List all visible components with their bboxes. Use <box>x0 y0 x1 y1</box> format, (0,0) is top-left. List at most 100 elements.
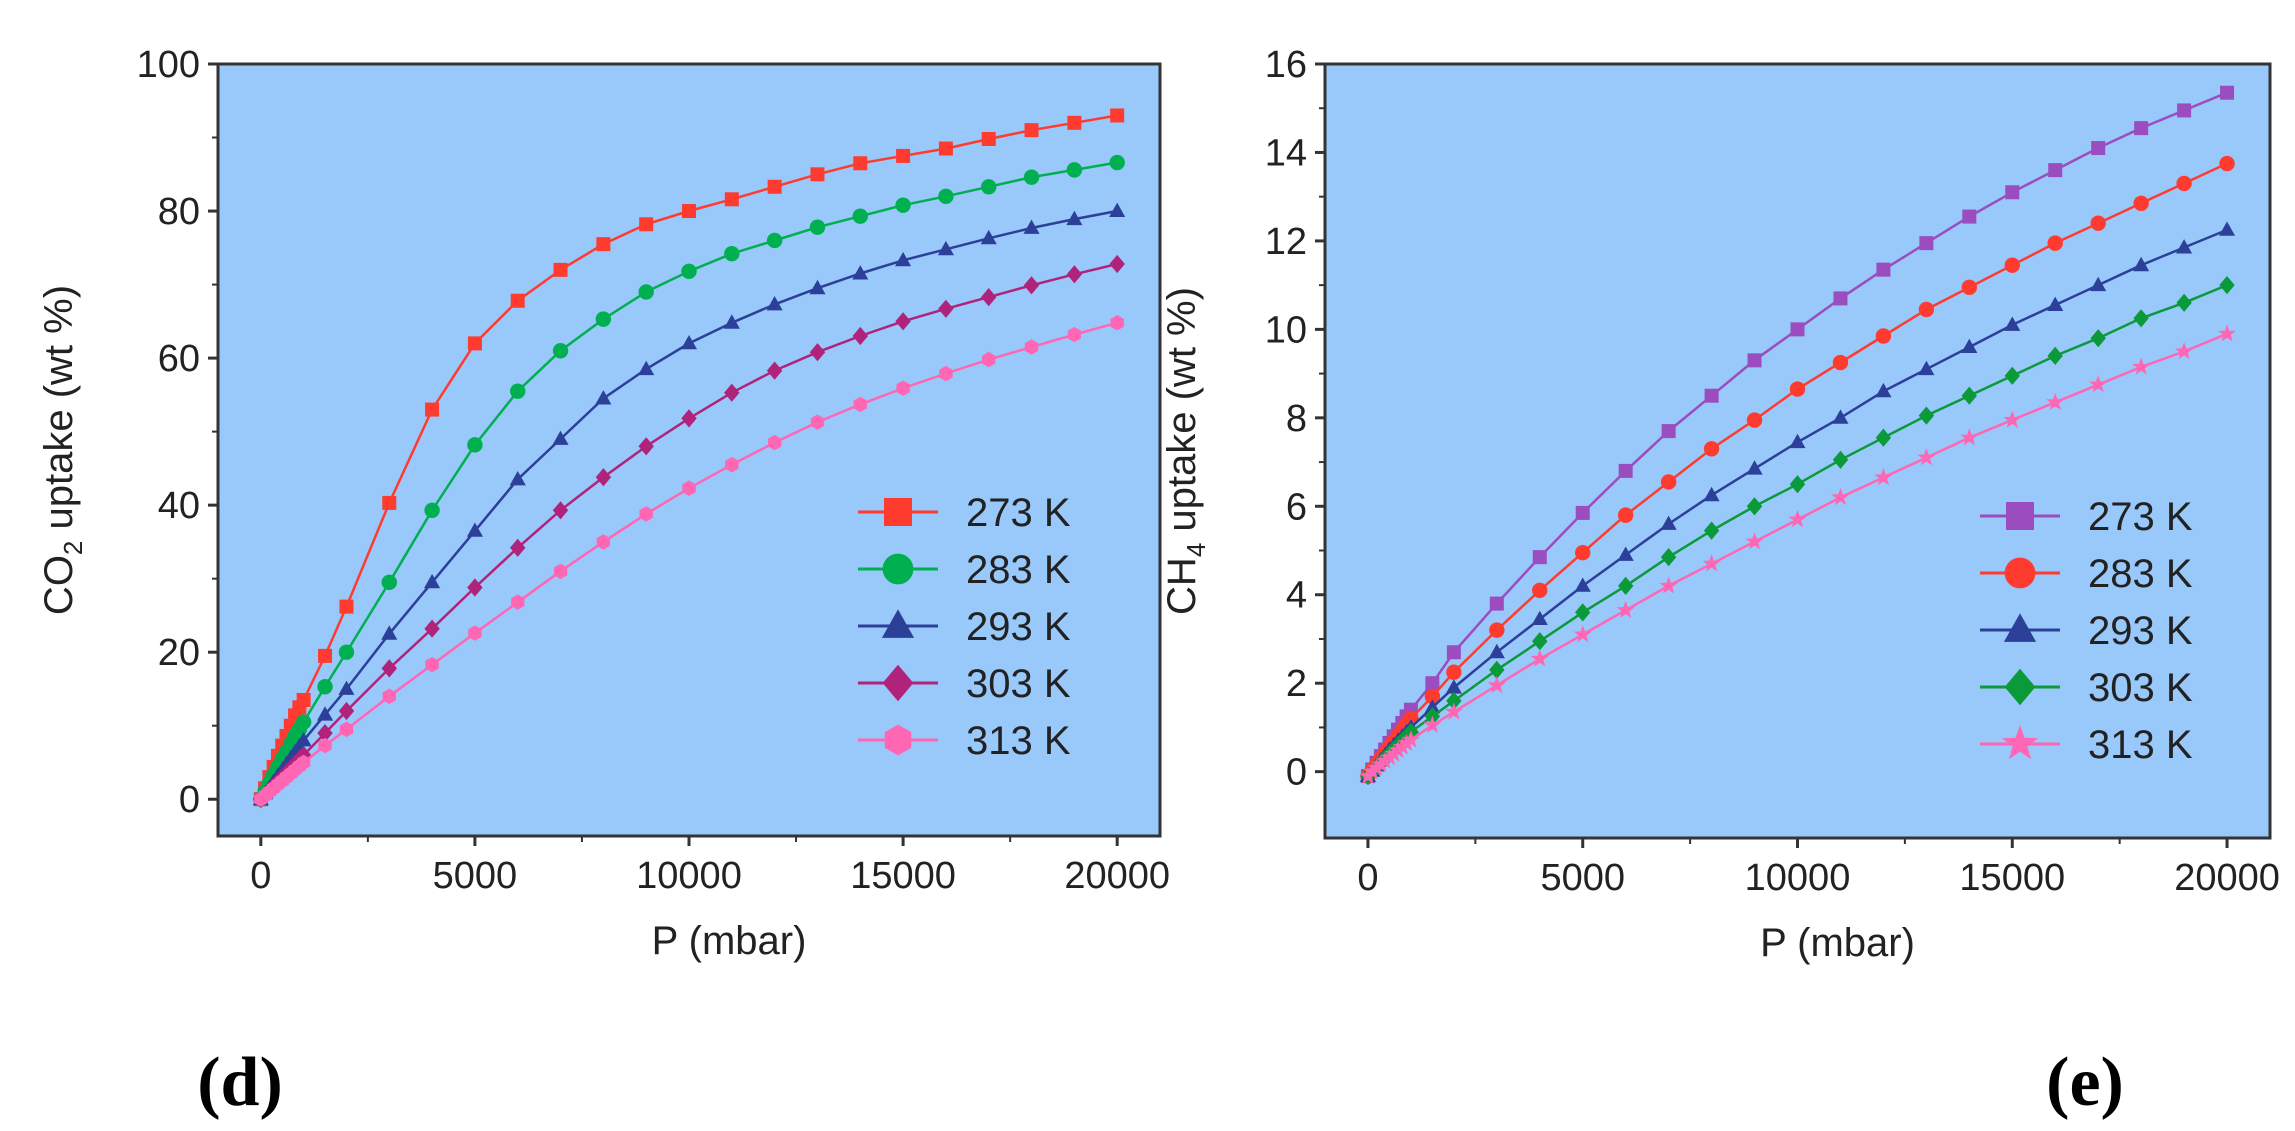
y-axis-label-subscript: 4 <box>1181 543 1211 557</box>
data-point <box>2218 324 2236 342</box>
x-tick-label: 10000 <box>636 855 742 897</box>
y-axis-label-rest: uptake (wt %) <box>1160 287 1204 543</box>
y-axis-label-main: CH <box>1160 557 1204 615</box>
data-point <box>339 599 354 614</box>
data-point <box>1961 279 1978 296</box>
data-point <box>724 192 739 207</box>
data-point <box>809 343 826 362</box>
data-point <box>425 402 440 417</box>
legend-marker <box>2002 725 2038 760</box>
data-point <box>1790 322 1805 337</box>
data-point <box>1446 664 1462 680</box>
data-point <box>1574 577 1591 592</box>
legend-label: 283 K <box>966 548 1071 592</box>
data-point <box>937 240 954 256</box>
data-point <box>509 471 526 486</box>
data-point <box>424 573 441 589</box>
data-point <box>1109 154 1125 171</box>
data-point <box>1875 428 1892 447</box>
y-axis-label-rest: uptake (wt %) <box>37 285 81 541</box>
plot-area <box>1325 64 2270 838</box>
data-point <box>2176 175 2192 192</box>
data-point <box>1023 276 1040 295</box>
data-point <box>1367 758 1386 776</box>
data-point <box>1617 507 1634 523</box>
data-point <box>381 574 397 591</box>
data-point <box>1488 643 1505 659</box>
data-point <box>1023 169 1040 185</box>
data-point <box>595 311 612 327</box>
data-point <box>1575 545 1591 561</box>
data-point <box>1110 108 1125 123</box>
data-point <box>2134 121 2149 136</box>
data-point <box>1660 474 1677 490</box>
x-tick-label: 0 <box>1357 857 1378 899</box>
data-point <box>2176 293 2192 312</box>
data-point <box>2048 163 2063 178</box>
data-point <box>317 724 333 743</box>
data-point <box>1616 600 1635 618</box>
legend-marker <box>2006 502 2034 530</box>
legend-label: 273 K <box>2088 495 2193 539</box>
data-point <box>510 538 526 557</box>
data-point <box>1704 388 1719 403</box>
data-point <box>1023 219 1040 234</box>
data-point <box>682 204 696 219</box>
data-point <box>2047 235 2063 251</box>
data-point <box>1423 715 1442 733</box>
data-point <box>853 156 868 171</box>
data-point <box>2132 357 2151 375</box>
data-point <box>1960 428 1979 446</box>
data-point <box>467 336 482 351</box>
data-point <box>2133 256 2150 272</box>
y-tick-label: 100 <box>137 44 200 86</box>
data-point <box>382 688 396 704</box>
data-point <box>552 501 569 520</box>
data-point <box>1389 741 1407 759</box>
data-point <box>1874 468 1893 486</box>
data-point <box>2090 329 2106 348</box>
data-point <box>725 457 739 473</box>
data-point <box>1703 521 1720 540</box>
data-point <box>1401 730 1420 748</box>
data-point <box>1831 488 1850 506</box>
legend-label: 313 K <box>966 719 1071 763</box>
data-point <box>1109 202 1126 217</box>
data-point <box>2091 141 2106 156</box>
data-point <box>1424 699 1441 714</box>
y-axis-label-subscript: 2 <box>58 541 88 555</box>
data-point <box>853 396 867 413</box>
data-point <box>1424 688 1441 705</box>
data-point <box>681 263 697 280</box>
data-point <box>638 437 654 456</box>
data-point <box>553 563 568 579</box>
legend-marker <box>882 553 914 585</box>
data-point <box>467 437 483 453</box>
y-tick-label: 80 <box>158 191 200 233</box>
data-point <box>511 594 525 610</box>
data-point <box>1445 679 1462 694</box>
data-point <box>1703 486 1720 502</box>
data-point <box>981 131 996 146</box>
data-point <box>1917 448 1936 466</box>
legend-label: 303 K <box>966 662 1071 706</box>
data-point <box>1788 510 1807 528</box>
data-point <box>895 312 911 331</box>
data-point <box>810 167 825 182</box>
legend-marker <box>2003 613 2037 642</box>
data-point <box>768 434 782 451</box>
data-point <box>1376 751 1395 769</box>
data-point <box>896 148 911 163</box>
legend-label: 273 K <box>966 491 1071 535</box>
data-point <box>980 229 997 245</box>
data-point <box>895 251 912 267</box>
data-point <box>596 237 611 252</box>
data-point <box>317 679 333 695</box>
data-point <box>639 506 653 522</box>
data-point <box>1789 475 1806 494</box>
data-point <box>638 284 654 300</box>
y-tick-label: 40 <box>158 485 200 527</box>
data-point <box>852 208 868 224</box>
y-axis-label: CO2 uptake (wt %) <box>37 285 88 615</box>
data-point <box>1067 115 1082 130</box>
